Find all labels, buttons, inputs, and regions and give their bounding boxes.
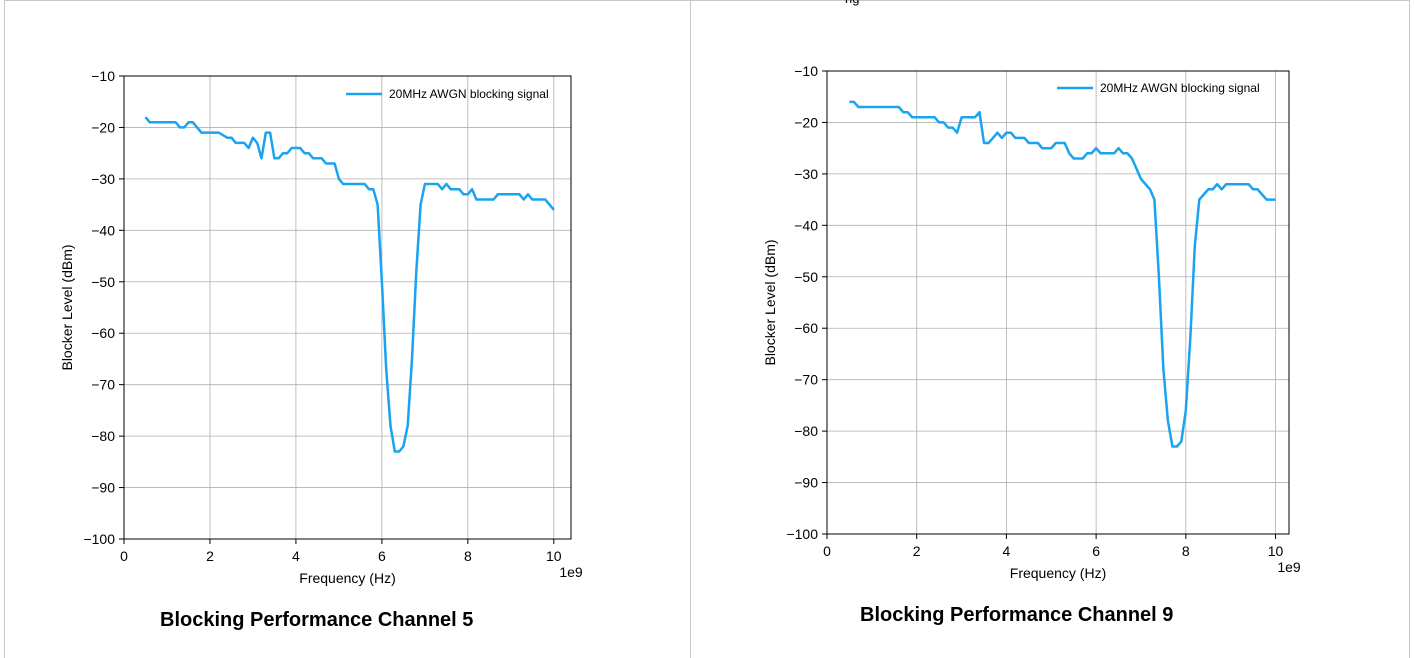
series-line bbox=[849, 100, 1276, 448]
x-tick-label: 8 bbox=[1182, 543, 1190, 559]
y-tick-label: −60 bbox=[91, 325, 115, 341]
y-tick-label: −30 bbox=[91, 171, 115, 187]
header-fragment: ng bbox=[845, 0, 859, 6]
y-tick-label: −80 bbox=[794, 423, 818, 439]
x-offset-label: 1e9 bbox=[559, 564, 583, 580]
plot-area-border bbox=[826, 70, 1290, 535]
y-tick-label: −40 bbox=[91, 222, 115, 238]
y-tick-label: −10 bbox=[91, 68, 115, 84]
x-tick-label: 0 bbox=[823, 543, 831, 559]
y-tick-label: −100 bbox=[83, 531, 115, 547]
panel-divider bbox=[690, 0, 691, 658]
figure-frame bbox=[4, 0, 1410, 658]
y-tick-label: −20 bbox=[91, 119, 115, 135]
y-tick-label: −90 bbox=[794, 475, 818, 491]
x-tick-label: 10 bbox=[1268, 543, 1284, 559]
plot-area-border bbox=[123, 75, 572, 540]
y-tick-label: −40 bbox=[794, 217, 818, 233]
y-tick-label: −50 bbox=[794, 269, 818, 285]
y-tick-label: −30 bbox=[794, 166, 818, 182]
y-tick-label: −70 bbox=[91, 377, 115, 393]
x-tick-label: 4 bbox=[1003, 543, 1011, 559]
chart-channel-9: 0 2 4 6 8 10 −100 −90 −80 −70 −60 −50 −40 −30 −20 −10 1e… bbox=[762, 63, 1301, 581]
chart-channel-5: 0 2 4 6 8 10 −100 −90 −80 −70 −60 −50 −40 −30 −20 −10 1e… bbox=[59, 68, 583, 586]
x-tick-label: 6 bbox=[1092, 543, 1100, 559]
y-tick-label: −90 bbox=[91, 480, 115, 496]
x-tick-label: 6 bbox=[378, 548, 386, 564]
x-axis-label: Frequency (Hz) bbox=[1010, 565, 1106, 581]
y-tick-label: −10 bbox=[794, 63, 818, 79]
chart-panel-channel-5: 0 2 4 6 8 10 −100 −90 −80 −70 −60 −50 −40 −30 −20 −10 1e… bbox=[4, 0, 690, 658]
y-tick-label: −50 bbox=[91, 274, 115, 290]
y-axis-label: Blocker Level (dBm) bbox=[762, 239, 778, 365]
chart-panel-channel-9: 0 2 4 6 8 10 −100 −90 −80 −70 −60 −50 −40 −30 −20 −10 1e… bbox=[691, 0, 1410, 658]
x-offset-label: 1e9 bbox=[1277, 559, 1301, 575]
legend-label: 20MHz AWGN blocking signal bbox=[1100, 81, 1260, 95]
x-tick-label: 10 bbox=[546, 548, 562, 564]
y-tick-label: −100 bbox=[786, 526, 818, 542]
x-tick-label: 2 bbox=[206, 548, 214, 564]
x-tick-label: 8 bbox=[464, 548, 472, 564]
x-axis-label: Frequency (Hz) bbox=[299, 570, 395, 586]
y-tick-label: −20 bbox=[794, 114, 818, 130]
y-tick-label: −80 bbox=[91, 428, 115, 444]
x-tick-label: 2 bbox=[913, 543, 921, 559]
series-line bbox=[144, 116, 555, 453]
x-tick-label: 0 bbox=[120, 548, 128, 564]
chart-title: Blocking Performance Channel 9 bbox=[860, 604, 1174, 626]
x-tick-label: 4 bbox=[292, 548, 300, 564]
y-tick-label: −60 bbox=[794, 320, 818, 336]
y-tick-label: −70 bbox=[794, 372, 818, 388]
chart-title: Blocking Performance Channel 5 bbox=[160, 609, 474, 631]
y-axis-label: Blocker Level (dBm) bbox=[59, 244, 75, 370]
legend-label: 20MHz AWGN blocking signal bbox=[389, 87, 549, 101]
